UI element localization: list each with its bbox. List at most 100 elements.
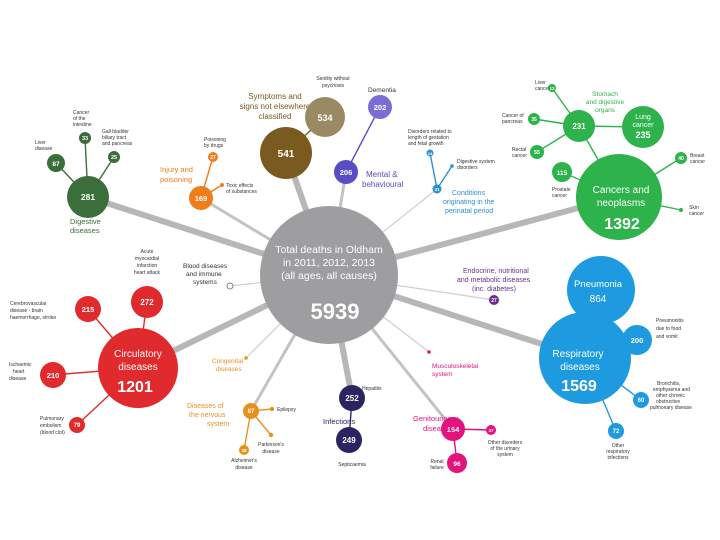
renal-failure-value: 96 bbox=[453, 461, 461, 468]
endocrine-label-1: Endocrine, nutritional bbox=[463, 268, 529, 275]
hub-title-line-1: Total deaths in Oldham bbox=[275, 244, 383, 256]
liver-cancer-value: 13 bbox=[549, 86, 555, 91]
mental-value: 206 bbox=[340, 168, 353, 177]
mental-label-2: behavioural bbox=[362, 180, 404, 189]
musculo-label-2: system bbox=[432, 371, 453, 378]
rectal-cancer-label-2: cancer bbox=[512, 153, 527, 159]
blood-circle bbox=[226, 282, 234, 290]
lung-cancer-label-2: cancer bbox=[632, 122, 654, 129]
pneumonia-circle bbox=[567, 256, 635, 324]
breast-cancer-label-2: cancer bbox=[690, 159, 705, 165]
endocrine-value: 27 bbox=[491, 298, 497, 304]
other-respiratory-label-2: respiratory bbox=[606, 449, 630, 455]
liver-cancer-label-1: Liver bbox=[535, 80, 546, 86]
lung-cancer-circle bbox=[622, 106, 664, 148]
poisoning-drugs-label-1: Poisoning bbox=[204, 137, 226, 143]
septicaemia-circle bbox=[336, 427, 362, 453]
gall-bladder-value: 25 bbox=[111, 155, 117, 161]
hub-title-line-3: (all ages, all causes) bbox=[281, 270, 377, 282]
skin-cancer-label-2: cancer bbox=[689, 211, 704, 217]
septicaemia-value: 249 bbox=[342, 436, 356, 445]
pneumonitis-circle bbox=[622, 325, 652, 355]
prostate-cancer-value: 115 bbox=[557, 170, 568, 177]
endocrine-label-2: and metabolic diseases bbox=[457, 277, 531, 284]
embolism-circle bbox=[69, 417, 85, 433]
hub-title-line-2: in 2011, 2012, 2013 bbox=[283, 257, 375, 269]
perinatal-value: 31 bbox=[434, 187, 440, 192]
musculo-label-1: Musculoskeletal bbox=[432, 363, 479, 370]
perinatal-circle bbox=[432, 184, 442, 194]
symptoms-label-1: Symptoms and bbox=[248, 92, 301, 101]
nervous-label-3: system bbox=[207, 421, 229, 428]
genitourinary-value: 164 bbox=[447, 425, 460, 434]
gestation-value: 14 bbox=[428, 151, 433, 156]
injury-label-2: poisoning bbox=[160, 175, 192, 184]
infections-circle bbox=[339, 385, 365, 411]
pneumonitis-value: 200 bbox=[631, 336, 644, 345]
cancers-value: 1392 bbox=[604, 216, 640, 233]
epilepsy-label: Epilepsy bbox=[277, 407, 296, 413]
poisoning-drugs-label-2: by drugs bbox=[204, 143, 224, 149]
other-respiratory-circle bbox=[608, 423, 624, 439]
intestine-cancer-label-3: intestine bbox=[73, 122, 92, 128]
skin-cancer-label-1: Skin bbox=[689, 205, 699, 211]
heart-attack-label-1: Acute bbox=[141, 249, 154, 255]
copd-label-2: emphysema and bbox=[653, 387, 690, 393]
urinary-circle bbox=[486, 425, 496, 435]
circulatory-circle bbox=[98, 328, 178, 408]
rectal-cancer-value: 55 bbox=[534, 150, 540, 156]
ischaemic-label-2: heart bbox=[13, 369, 25, 375]
pancreas-cancer-label-1: Cancer of bbox=[502, 113, 524, 119]
stroke-circle bbox=[75, 296, 101, 322]
stroke-label-2: disease - brain bbox=[10, 308, 43, 314]
copd-label-4: obstructive bbox=[656, 399, 680, 405]
genitourinary-group: 164 Genitourinary diseases 37 Other diso… bbox=[413, 414, 523, 473]
parkinsons-label-2: disease bbox=[262, 449, 279, 455]
nervous-label-2: the nervous bbox=[189, 412, 226, 419]
senility-label-2: psychosis bbox=[322, 83, 344, 89]
hepatitis-label: Hepatitis bbox=[362, 386, 382, 392]
nervous-group: 87 Diseases of the nervous system Epilep… bbox=[187, 403, 296, 471]
toxic-effects-circle bbox=[220, 183, 224, 187]
perinatal-digestive-label-2: disorders bbox=[457, 165, 478, 171]
liver-cancer-circle bbox=[548, 84, 556, 92]
senility-label-1: Senility without bbox=[316, 76, 350, 82]
symptoms-label-2: signs not elsewhere bbox=[240, 102, 311, 111]
cancers-label-1: Cancers and bbox=[593, 185, 650, 196]
poisoning-drugs-circle bbox=[208, 152, 218, 162]
hub-total-value: 5939 bbox=[311, 299, 360, 324]
heart-attack-value: 272 bbox=[140, 298, 154, 307]
gall-bladder-circle bbox=[108, 151, 120, 163]
urinary-label-3: system bbox=[497, 452, 513, 458]
hepatitis-circle bbox=[353, 386, 357, 390]
other-respiratory-label-3: infections bbox=[607, 455, 629, 461]
perinatal-group: 31 Conditions originating in the perinat… bbox=[408, 129, 495, 215]
epilepsy-circle bbox=[269, 406, 275, 412]
liver-disease-label-2: disease bbox=[35, 146, 52, 152]
perinatal-label-3: perinatal period bbox=[445, 208, 493, 215]
symptoms-label-3: classified bbox=[259, 112, 292, 121]
infections-group: 252 Infections Hepatitis 249 Septicaemia bbox=[323, 385, 382, 468]
septicaemia-label: Septicaemia bbox=[338, 462, 366, 468]
musculo-circle bbox=[427, 350, 431, 354]
lung-cancer-label-1: Lung bbox=[635, 114, 651, 121]
digestive-label-1: Digestive bbox=[70, 217, 101, 226]
blood-label-3: systems bbox=[193, 279, 218, 286]
intestine-cancer-label-2: of the bbox=[73, 116, 86, 122]
copd-value: 60 bbox=[638, 398, 645, 404]
dementia-circle bbox=[368, 95, 392, 119]
embolism-label-3: (blood clot) bbox=[40, 430, 65, 436]
stroke-label-1: Cerebrovascular bbox=[10, 301, 47, 307]
gestation-label-2: length of gestation bbox=[408, 135, 449, 141]
respiratory-group: Respiratory diseases 1569 Pneumonia 864 … bbox=[539, 256, 692, 461]
cancers-group: Cancers and neoplasms 1392 231 Stomach a… bbox=[502, 80, 705, 240]
pancreas-cancer-value: 35 bbox=[531, 117, 537, 123]
musculo-group: Musculoskeletal system bbox=[427, 350, 479, 378]
gall-bladder-label-2: biliary tract bbox=[102, 135, 127, 141]
lung-cancer-value: 235 bbox=[635, 130, 650, 140]
circulatory-group: Circulatory diseases 1201 272 Acute myoc… bbox=[9, 249, 178, 436]
rectal-cancer-label-1: Rectal bbox=[512, 147, 526, 153]
parkinsons-label-1: Parkinson's bbox=[258, 442, 284, 448]
mental-circle bbox=[334, 160, 358, 184]
respiratory-label-2: diseases bbox=[560, 362, 599, 373]
